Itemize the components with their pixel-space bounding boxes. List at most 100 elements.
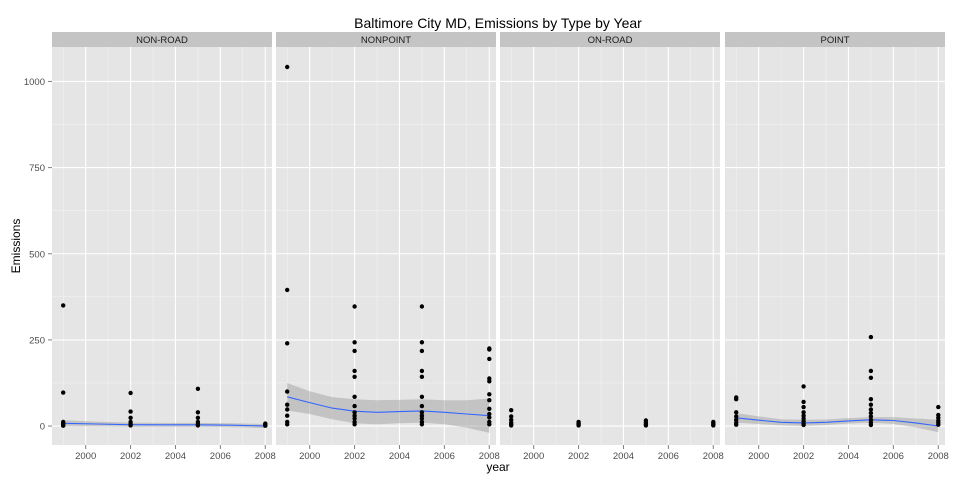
data-point [487, 406, 492, 411]
panel-background [725, 47, 945, 445]
data-point [419, 422, 425, 427]
data-point [195, 415, 201, 420]
data-point [352, 368, 357, 374]
x-tick-label: 2002 [120, 451, 141, 462]
data-point [868, 422, 874, 428]
data-point [195, 423, 201, 428]
data-point [419, 410, 425, 415]
data-point [419, 340, 425, 345]
data-point [487, 398, 492, 403]
panel-background [52, 47, 272, 445]
data-point [487, 379, 492, 384]
y-axis-label: Emissions [9, 219, 23, 274]
data-point [487, 411, 492, 417]
panel-background [276, 47, 496, 445]
data-point [801, 422, 806, 428]
data-point [195, 410, 201, 415]
y-tick-label: 0 [40, 422, 45, 433]
facet-strip [725, 32, 945, 47]
data-point [285, 413, 290, 418]
data-point [734, 397, 739, 402]
smooth-line [736, 417, 939, 427]
smooth-confidence-band [736, 413, 939, 433]
facet-strip-label: NONPOINT [361, 35, 411, 46]
data-point [487, 415, 492, 420]
x-tick-label: 2000 [75, 451, 96, 462]
data-point [285, 64, 290, 70]
data-point [868, 334, 874, 340]
facet-panel: NON-ROAD 2000 2002 2004 2006 2008 [52, 32, 276, 462]
x-tick-label: 2000 [299, 451, 320, 462]
data-point [128, 415, 133, 420]
x-tick-label: 2006 [210, 451, 231, 462]
data-point [868, 397, 874, 402]
data-point [419, 416, 425, 421]
x-tick-label: 2002 [568, 451, 589, 462]
y-tick-label: 250 [29, 335, 45, 346]
data-point [419, 348, 425, 354]
data-point [352, 422, 357, 427]
x-tick-label: 2006 [658, 451, 679, 462]
data-point [868, 410, 874, 416]
data-point [128, 390, 133, 396]
data-point [936, 404, 941, 410]
facet-strip-label: NON-ROAD [136, 35, 188, 46]
data-point [868, 368, 874, 374]
x-tick-label: 2008 [928, 451, 949, 462]
data-point [936, 422, 941, 427]
data-point [576, 423, 581, 428]
facet-panel: ON-ROAD 2000 2002 2004 2006 2008 [500, 32, 724, 462]
data-point [195, 386, 201, 391]
data-point [509, 423, 514, 428]
data-point [487, 422, 492, 427]
data-point [285, 402, 290, 407]
data-point [734, 410, 739, 415]
x-tick-label: 2006 [434, 451, 455, 462]
data-point [352, 410, 357, 415]
facet-panel: POINT 2000 2002 2004 2006 2008 [725, 32, 949, 462]
data-point [285, 341, 290, 346]
x-tick-label: 2006 [883, 451, 904, 462]
chart-title: Baltimore City MD, Emissions by Type by … [354, 15, 642, 31]
y-tick-label: 500 [29, 249, 45, 260]
facet-strip [276, 32, 496, 47]
data-point [352, 348, 357, 354]
data-point [419, 394, 425, 399]
data-point [285, 287, 290, 293]
facet-strip-label: POINT [820, 35, 849, 46]
data-point [801, 404, 806, 410]
data-point [352, 403, 357, 409]
x-axis-label: year [486, 460, 509, 474]
data-point [61, 303, 66, 308]
data-point [734, 422, 739, 427]
smooth-line [63, 422, 266, 427]
data-point [509, 414, 514, 419]
x-tick-label: 2008 [479, 451, 500, 462]
data-point [263, 423, 268, 428]
x-tick-label: 2000 [748, 451, 769, 462]
facet-strip [500, 32, 720, 47]
data-point [419, 374, 425, 379]
x-tick-label: 2002 [344, 451, 365, 462]
smooth-line [287, 396, 490, 417]
data-point [419, 368, 425, 374]
data-point [419, 304, 425, 309]
x-tick-label: 2008 [255, 451, 276, 462]
x-tick-label: 2004 [389, 451, 410, 462]
x-tick-label: 2002 [793, 451, 814, 462]
facet-strip-label: ON-ROAD [588, 35, 633, 46]
data-point [352, 394, 357, 399]
data-point [128, 409, 133, 414]
data-point [711, 423, 716, 428]
data-point [868, 402, 874, 407]
data-point [285, 407, 290, 412]
x-tick-label: 2008 [703, 451, 724, 462]
data-point [801, 410, 806, 415]
data-point [352, 340, 357, 345]
x-tick-label: 2004 [838, 451, 859, 462]
x-tick-label: 2000 [523, 451, 544, 462]
data-point [128, 423, 133, 428]
data-point [285, 389, 290, 394]
